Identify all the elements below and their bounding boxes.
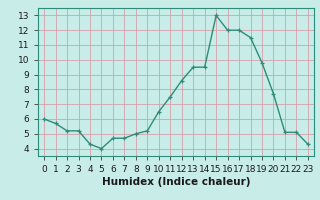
X-axis label: Humidex (Indice chaleur): Humidex (Indice chaleur): [102, 177, 250, 187]
